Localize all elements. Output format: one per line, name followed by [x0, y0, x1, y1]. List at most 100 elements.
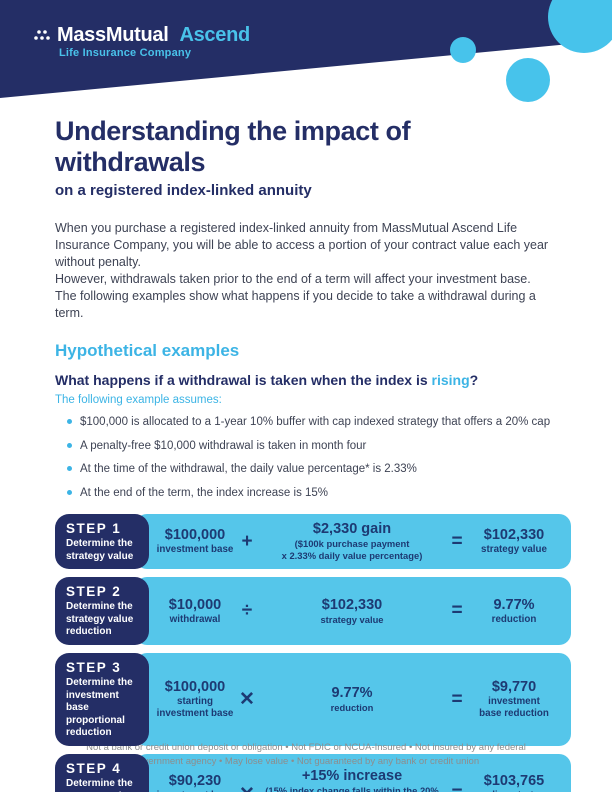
- step-row-4: STEP 4 Determine the strategy value at t…: [55, 754, 571, 792]
- step-row-2: STEP 2 Determine the strategy value redu…: [55, 577, 571, 646]
- decorative-circle-small: [450, 37, 476, 63]
- operand-1: $10,000 withdrawal: [152, 597, 238, 626]
- steps-table: STEP 1 Determine the strategy value $100…: [55, 514, 571, 792]
- operand-2: $102,330 strategy value: [256, 597, 448, 626]
- bullet-icon: [67, 419, 72, 424]
- operand-value: 9.77%: [331, 685, 373, 702]
- page-subtitle: on a registered index-linked annuity: [55, 182, 312, 199]
- operand-1: $90,230 investment base after withdrawal: [152, 773, 238, 792]
- result: 9.77% reduction: [466, 597, 562, 626]
- step-pill: STEP 2 Determine the strategy value redu…: [55, 577, 149, 646]
- decorative-circle-large: [548, 0, 612, 53]
- operand-value: $90,230: [168, 773, 222, 790]
- list-item: At the time of the withdrawal, the daily…: [67, 462, 557, 478]
- operand-value: $2,330 gain: [312, 521, 392, 538]
- divide-icon: ÷: [241, 600, 253, 622]
- operand-label: ($100k purchase payment x 2.33% daily va…: [281, 538, 423, 562]
- step-panel: $100,000 starting investment base ✕ 9.77…: [135, 653, 571, 746]
- step-description: Determine the strategy value at the end …: [66, 778, 133, 792]
- intro-paragraph: When you purchase a registered index-lin…: [55, 221, 549, 320]
- operand-label: withdrawal: [169, 613, 221, 625]
- question-text: What happens if a withdrawal is taken wh…: [55, 372, 432, 388]
- step-panel: $90,230 investment base after withdrawal…: [135, 754, 571, 792]
- result-label: investment base reduction: [479, 695, 549, 720]
- equals-icon: =: [451, 600, 463, 622]
- operand-value: +15% increase: [301, 768, 403, 785]
- footer-disclaimer: Not a bank or credit union deposit or ob…: [86, 741, 526, 768]
- section-heading: Hypothetical examples: [55, 341, 240, 360]
- list-item-text: At the time of the withdrawal, the daily…: [80, 463, 417, 476]
- equals-icon: =: [448, 783, 466, 792]
- assumptions-intro: The following example assumes:: [55, 394, 222, 406]
- result-value: $102,330: [483, 527, 545, 544]
- bullet-icon: [67, 442, 72, 448]
- list-item-text: $100,000 is allocated to a 1-year 10% bu…: [80, 416, 551, 428]
- navy-banner-shape: [0, 0, 612, 98]
- operand-label: reduction: [330, 702, 374, 714]
- operand-2: 9.77% reduction: [256, 685, 448, 714]
- step-description: Determine the investment base proportion…: [66, 677, 133, 739]
- result-label: reduction: [491, 613, 537, 625]
- equals-icon: =: [451, 530, 463, 552]
- step-number: STEP 4: [66, 761, 122, 776]
- result-label: strategy value: [481, 544, 547, 556]
- step-panel: $10,000 withdrawal ÷ $102,330 strategy v…: [135, 577, 571, 646]
- step-row-3: STEP 3 Determine the investment base pro…: [55, 653, 571, 746]
- list-item: $100,000 is allocated to a 1-year 10% bu…: [67, 415, 557, 431]
- step-number: STEP 2: [66, 584, 122, 600]
- multiply-icon: ✕: [238, 783, 256, 792]
- result-label: ending strategy value: [466, 790, 562, 792]
- brand-tagline: Life Insurance Company: [59, 47, 192, 59]
- list-item-text: A penalty-free $10,000 withdrawal is tak…: [80, 439, 367, 452]
- result-value: 9.77%: [493, 596, 535, 613]
- result-value: $103,765: [483, 773, 545, 790]
- operand-label: investment base after withdrawal: [152, 790, 238, 792]
- operand-label: (15% index change falls within the 20% c…: [265, 785, 439, 792]
- question-highlight: rising: [431, 372, 470, 388]
- header-banner: MassMutual Ascend Life Insurance Company: [0, 0, 612, 132]
- operand-1: $100,000 investment base: [152, 527, 238, 556]
- decorative-circle-medium: [506, 58, 550, 102]
- plus-icon: +: [241, 530, 253, 552]
- operand-value: $100,000: [164, 527, 226, 544]
- multiply-icon: ✕: [239, 689, 255, 711]
- step-panel: $100,000 investment base + $2,330 gain (…: [135, 514, 571, 570]
- main-content: Understanding the impact of withdrawals …: [55, 116, 571, 792]
- question-mark: ?: [469, 372, 479, 388]
- operand-label: investment base: [156, 544, 234, 556]
- result: $103,765 ending strategy value: [466, 773, 562, 792]
- bullet-icon: [67, 489, 72, 495]
- brand-logo: MassMutual Ascend Life Insurance Company: [34, 25, 250, 59]
- list-item-text: At the end of the term, the index increa…: [80, 486, 329, 499]
- example-question: What happens if a withdrawal is taken wh…: [55, 372, 557, 388]
- step-description: Determine the strategy value: [66, 538, 134, 562]
- step-pill: STEP 4 Determine the strategy value at t…: [55, 754, 149, 792]
- list-item: A penalty-free $10,000 withdrawal is tak…: [67, 439, 557, 455]
- page-title: Understanding the impact of withdrawals: [55, 116, 411, 177]
- operand-value: $102,330: [321, 596, 383, 613]
- operand-label: strategy value: [320, 613, 384, 625]
- step-row-1: STEP 1 Determine the strategy value $100…: [55, 514, 571, 570]
- operand-2: +15% increase (15% index change falls wi…: [256, 768, 448, 792]
- massmutual-dots-icon: [34, 30, 50, 40]
- step-number: STEP 3: [66, 660, 122, 676]
- step-pill: STEP 1 Determine the strategy value: [55, 514, 149, 570]
- result: $102,330 strategy value: [466, 527, 562, 556]
- operand-value: $10,000: [168, 596, 222, 613]
- step-description: Determine the strategy value reduction: [66, 601, 134, 638]
- result: $9,770 investment base reduction: [466, 679, 562, 720]
- list-item: At the end of the term, the index increa…: [67, 486, 557, 502]
- equals-icon: =: [451, 688, 463, 710]
- result-value: $9,770: [491, 678, 537, 695]
- assumption-list: $100,000 is allocated to a 1-year 10% bu…: [55, 415, 557, 501]
- operand-2: $2,330 gain ($100k purchase payment x 2.…: [256, 521, 448, 562]
- brand-suffix: Ascend: [179, 24, 250, 46]
- brand-name: MassMutual: [57, 24, 169, 46]
- step-number: STEP 1: [66, 521, 122, 537]
- step-pill: STEP 3 Determine the investment base pro…: [55, 653, 149, 746]
- operand-label: starting investment base: [156, 695, 234, 720]
- operand-1: $100,000 starting investment base: [152, 679, 238, 720]
- bullet-icon: [67, 466, 72, 472]
- banner-graphic: [0, 0, 612, 102]
